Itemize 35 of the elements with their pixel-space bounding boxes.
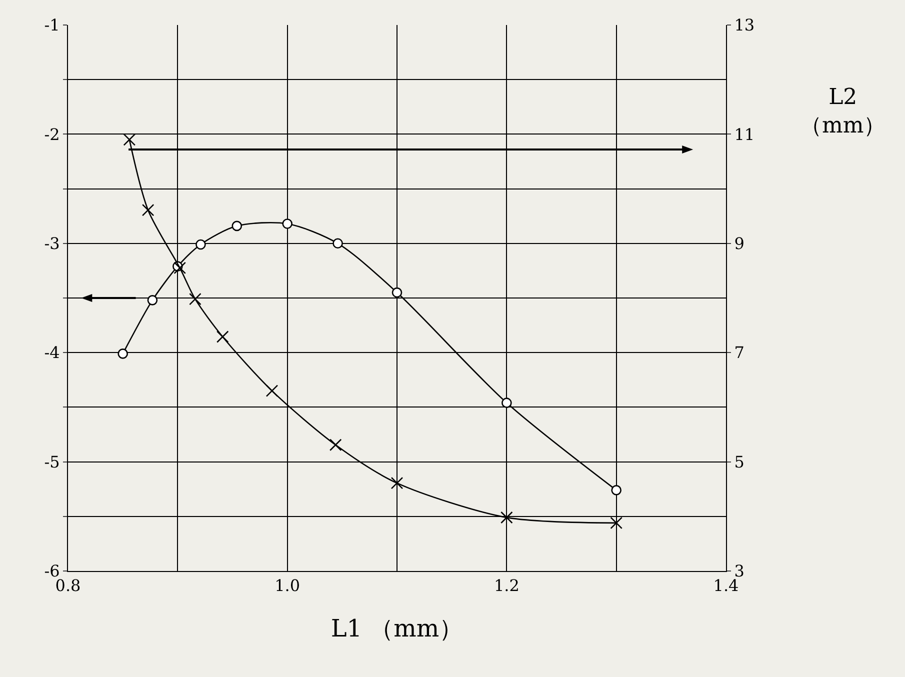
point xyxy=(266,384,278,397)
y2-tick-label: 9 xyxy=(734,234,744,253)
x-tick-label: 1.2 xyxy=(494,576,520,596)
y2-tick-label: 11 xyxy=(734,124,755,144)
point xyxy=(118,348,128,359)
x-tick-label: 1.0 xyxy=(274,576,300,596)
y-tick-label: -3 xyxy=(44,234,60,253)
y2-tick-label: 5 xyxy=(734,452,744,472)
y2-tick-label: 7 xyxy=(734,343,744,362)
point xyxy=(189,292,202,306)
y-tick-label: -5 xyxy=(44,452,60,472)
y-tick-label: -4 xyxy=(44,343,60,362)
point xyxy=(332,238,343,249)
point xyxy=(329,438,342,452)
point xyxy=(392,287,402,298)
point xyxy=(142,204,154,216)
point xyxy=(500,511,513,524)
y2-tick-label: 13 xyxy=(734,16,755,35)
point xyxy=(196,239,206,250)
x-axis-title: L1 （mm） xyxy=(330,614,464,642)
point xyxy=(216,330,229,343)
point xyxy=(147,295,158,306)
point xyxy=(282,218,292,229)
point xyxy=(174,262,186,274)
point xyxy=(611,485,622,496)
point xyxy=(502,398,512,408)
point xyxy=(232,220,242,232)
y-tick-label: -1 xyxy=(44,16,60,35)
point xyxy=(610,516,622,530)
y2-axis-title: L2 （mm） xyxy=(800,85,886,139)
x-tick-label: 0.8 xyxy=(55,576,81,596)
point xyxy=(123,134,136,146)
x-tick-label: 1.4 xyxy=(713,576,739,596)
point xyxy=(390,476,404,490)
y-tick-label: -2 xyxy=(44,124,60,144)
